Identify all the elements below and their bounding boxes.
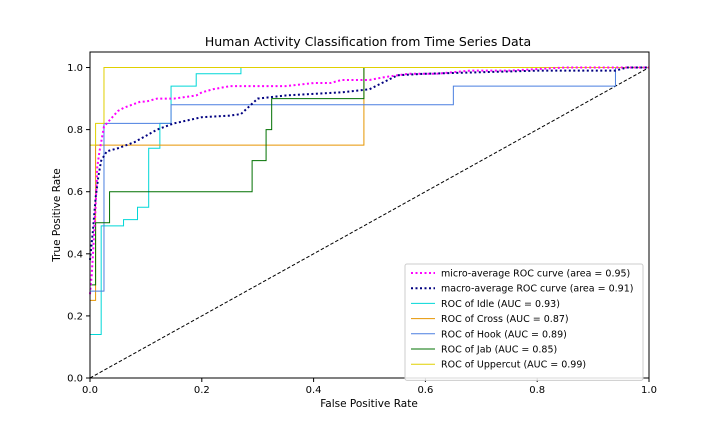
series-line-2 (89, 67, 649, 378)
legend-label: macro-average ROC curve (area = 0.91) (441, 284, 633, 295)
legend-label: ROC of Uppercut (AUC = 0.99) (441, 360, 586, 371)
legend-label: ROC of Cross (AUC = 0.87) (441, 314, 569, 325)
y-tick-label: 1.0 (67, 63, 83, 74)
legend-box (404, 263, 644, 381)
y-axis-label: True Positive Rate (51, 168, 63, 263)
legend-label: ROC of Idle (AUC = 0.93) (441, 299, 560, 310)
series-line-4 (89, 67, 649, 378)
legend-label: ROC of Jab (AUC = 0.85) (441, 345, 557, 356)
y-tick-label: 0.2 (67, 311, 83, 322)
y-tick-label: 0.6 (67, 187, 83, 198)
series-line-0 (89, 66, 649, 295)
series-line-5 (89, 67, 649, 378)
legend-label: ROC of Hook (AUC = 0.89) (441, 329, 567, 340)
axes: 0.0 0.2 0.4 0.6 0.8 1.0 0.0 0.2 0.4 0.6 0.8 1.0 (67, 51, 657, 396)
plot-area (89, 66, 650, 379)
legend: micro-average ROC curve (area = 0.95) mac… (404, 263, 644, 381)
chart-title: Human Activity Classification from Time … (205, 34, 531, 49)
x-tick-label: 0.2 (194, 385, 210, 396)
x-tick-label: 0.4 (306, 385, 322, 396)
x-tick-label: 0.8 (529, 385, 545, 396)
y-tick-label: 0.4 (67, 249, 83, 260)
x-tick-label: 0.0 (82, 385, 98, 396)
x-axis-label: False Positive Rate (320, 398, 418, 410)
x-tick-label: 1.0 (641, 385, 657, 396)
y-tick-label: 0.8 (67, 125, 83, 136)
y-tick-label: 0.0 (67, 374, 83, 385)
legend-label: micro-average ROC curve (area = 0.95) (441, 269, 630, 280)
axes-frame (89, 51, 650, 379)
x-tick-label: 0.6 (417, 385, 433, 396)
chance-diagonal-line (89, 67, 650, 379)
